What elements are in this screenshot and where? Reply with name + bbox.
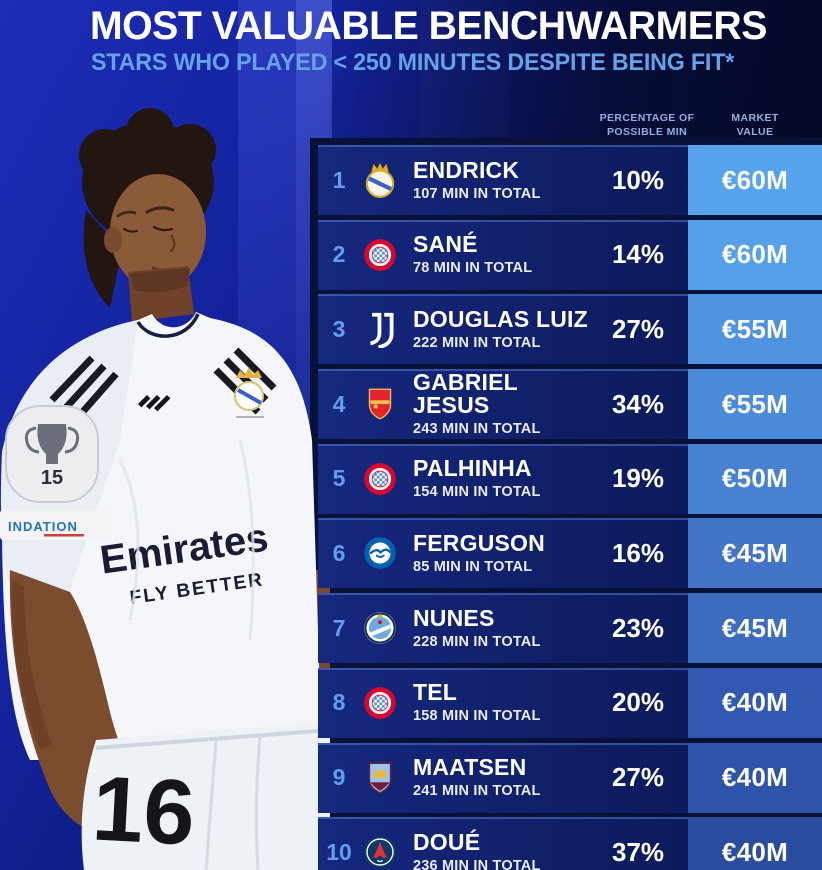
player-minutes: 241 MIN IN TOTAL [413, 783, 541, 799]
column-header-market-value: MARKET VALUE [731, 112, 779, 138]
player-photo-endrick: Emirates FLY BETTER 15 INDATION [0, 108, 330, 870]
market-value: €40M [688, 817, 822, 870]
table-row: 7 NUNES 228 MIN IN TOTAL 23% €45M [318, 593, 822, 664]
percent-of-possible-min: 37% [611, 836, 665, 867]
shorts-number: 16 [90, 757, 198, 864]
percent-of-possible-min: 27% [611, 762, 665, 792]
player-minutes: 158 MIN IN TOTAL [413, 708, 541, 725]
real-madrid-crest [234, 367, 264, 418]
rank-number: 10 [326, 838, 352, 865]
percent-of-possible-min: 16% [611, 537, 665, 568]
table-row: 8 TEL 158 MIN IN TOTAL 20% €40M [318, 667, 822, 738]
rank-number: 5 [332, 465, 346, 492]
column-header-percentage: PERCENTAGE OF POSSIBLE MIN [599, 112, 695, 138]
adidas-logo [138, 395, 171, 412]
background-shade [328, 0, 822, 150]
player-name: PALHINHA [413, 455, 532, 482]
percent-of-possible-min: 20% [611, 687, 665, 718]
player-name: TEL [413, 679, 458, 706]
svg-text:INDATION: INDATION [8, 519, 78, 534]
svg-text:15: 15 [41, 467, 63, 489]
bayern-munich-badge-icon [360, 235, 400, 275]
player-minutes: 154 MIN IN TOTAL [413, 484, 541, 501]
player-name: DOUGLAS LUIZ [413, 305, 588, 332]
player-minutes: 222 MIN IN TOTAL [413, 334, 541, 351]
percent-of-possible-min: 10% [611, 164, 665, 195]
juventus-badge-icon [360, 309, 400, 349]
player-name: ENDRICK [413, 156, 520, 183]
rank-number: 2 [332, 241, 346, 268]
market-value: €45M [688, 593, 822, 664]
player-name: SANÉ [413, 231, 478, 258]
table-row: 1 ENDRICK 107 MIN IN TOTAL 10% €60M [318, 145, 822, 215]
neck-shadow [130, 268, 190, 293]
table-row: 2 SANÉ 78 MIN IN TOTAL 14% €60M [318, 219, 822, 290]
table-row: 5 PALHINHA 154 MIN IN TOTAL 19% €50M [318, 443, 822, 514]
player-minutes: 85 MIN IN TOTAL [413, 558, 533, 575]
player-minutes: 78 MIN IN TOTAL [413, 260, 533, 277]
table-row: 6 FERGUSON 85 MIN IN TOTAL 16% €45M [318, 518, 822, 589]
percent-of-possible-min: 27% [611, 313, 665, 344]
bayern-munich-badge-icon [360, 459, 400, 499]
player-shorts: 16 [81, 722, 330, 870]
brighton-badge-icon [360, 533, 400, 573]
player-minutes: 243 MIN IN TOTAL [413, 421, 541, 438]
psg-badge-icon [360, 832, 400, 870]
market-value: €55M [688, 294, 822, 365]
market-value: €60M [688, 219, 822, 290]
rank-number: 1 [332, 166, 346, 193]
rank-number: 3 [332, 315, 346, 342]
benchwarmers-table: 1 ENDRICK 107 MIN IN TOTAL 10% €60M 2 [318, 145, 822, 870]
manchester-city-badge-icon [360, 608, 400, 648]
foundation-patch: INDATION [0, 510, 112, 540]
market-value: €45M [688, 518, 822, 589]
page-subtitle: STARS WHO PLAYED < 250 MINUTES DESPITE B… [91, 49, 735, 76]
table-row: 9 MAATSEN 241 MIN IN TOTAL 27% €40M [318, 742, 822, 813]
player-minutes: 107 MIN IN TOTAL [413, 185, 541, 202]
bayern-munich-badge-icon [360, 683, 400, 723]
market-value: €55M [688, 369, 822, 440]
player-name: MAATSEN [413, 754, 527, 780]
rank-number: 9 [332, 764, 346, 790]
market-value: €60M [688, 145, 822, 215]
percent-of-possible-min: 19% [611, 463, 665, 494]
table-row: 3 DOUGLAS LUIZ 222 MIN IN TOTAL 27% €55M [318, 294, 822, 365]
table-row: 4 GABRIEL JESUS 243 MIN IN TOTAL 34% €55… [318, 369, 822, 440]
player-minutes: 228 MIN IN TOTAL [413, 633, 541, 650]
rank-number: 8 [332, 689, 346, 716]
player-minutes: 236 MIN IN TOTAL [413, 857, 541, 870]
player-name: GABRIEL JESUS [413, 369, 518, 419]
real-madrid-badge-icon [360, 160, 400, 200]
percent-of-possible-min: 14% [611, 239, 665, 270]
page-title: MOST VALUABLE BENCHWARMERS [90, 4, 767, 48]
market-value: €40M [688, 742, 822, 813]
rank-number: 6 [332, 539, 346, 566]
market-value: €50M [688, 443, 822, 514]
table-row: 10 DOUÉ 236 MIN IN TOTAL 37% €40M [318, 817, 822, 870]
player-name: NUNES [413, 604, 495, 631]
rank-number: 7 [332, 614, 346, 641]
player-name: FERGUSON [413, 529, 545, 556]
percent-of-possible-min: 34% [611, 388, 665, 419]
arsenal-badge-icon [360, 384, 400, 424]
market-value: €40M [688, 667, 822, 738]
percent-of-possible-min: 23% [611, 612, 665, 643]
aston-villa-badge-icon [360, 758, 400, 798]
player-name: DOUÉ [413, 828, 481, 855]
rank-number: 4 [332, 390, 346, 417]
ucl-starball-badge: 15 [5, 405, 99, 503]
